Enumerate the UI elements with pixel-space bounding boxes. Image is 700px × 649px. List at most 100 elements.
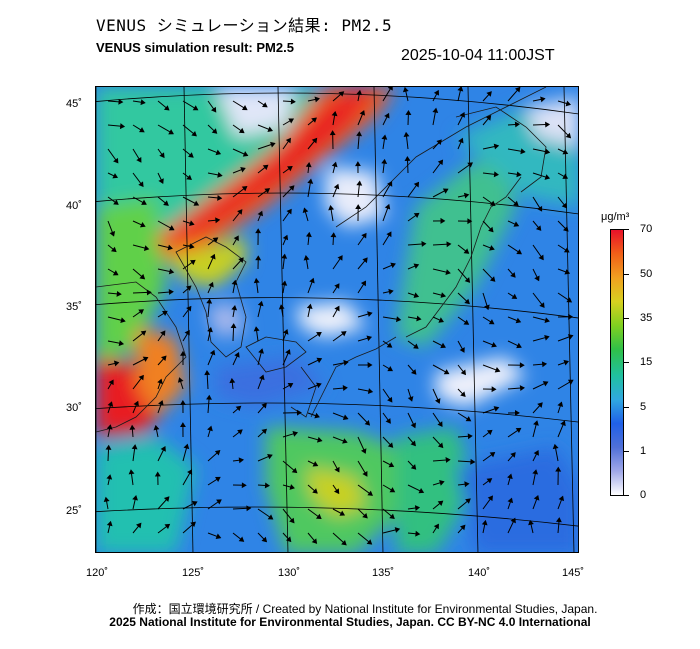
wind-arrowhead — [334, 305, 340, 312]
pm25-map — [95, 86, 579, 553]
wind-arrowhead — [489, 245, 495, 251]
wind-arrowhead — [105, 444, 112, 450]
wind-arrowhead — [416, 315, 422, 322]
wind-arrowhead — [539, 302, 545, 308]
wind-arrowhead — [289, 484, 295, 490]
wind-arrowhead — [316, 382, 322, 389]
wind-arrowhead — [402, 87, 409, 93]
colorbar-tick-0: 0 — [640, 489, 647, 501]
wind-arrowhead — [287, 382, 294, 389]
wind-arrowhead — [246, 505, 252, 512]
wind-arrowhead — [288, 185, 295, 191]
wind-arrowhead — [515, 427, 522, 434]
wind-arrowhead — [339, 510, 346, 516]
wind-arrowhead — [394, 527, 401, 533]
wind-arrowhead — [489, 200, 496, 206]
wind-arrowhead — [278, 304, 285, 310]
wind-arrowhead — [160, 355, 167, 362]
wind-arrowhead — [158, 400, 164, 406]
wind-arrowhead — [162, 310, 168, 317]
wind-arrowhead — [328, 205, 335, 211]
wind-arrowhead — [433, 89, 440, 96]
wind-arrowhead — [333, 488, 340, 495]
wind-arrowhead — [106, 424, 113, 430]
pm25-map-canvas — [96, 87, 578, 552]
wind-arrowhead — [210, 106, 217, 113]
colorbar-tick-70: 70 — [640, 223, 653, 235]
wind-arrowhead — [215, 149, 222, 156]
wind-arrowhead — [343, 359, 349, 366]
wind-arrowhead — [418, 487, 425, 494]
wind-arrowhead — [387, 87, 393, 91]
wind-arrowhead — [187, 469, 193, 475]
wind-arrowhead — [103, 496, 110, 503]
wind-arrowhead — [493, 406, 500, 412]
wind-arrowhead — [555, 517, 562, 523]
wind-arrowhead — [562, 149, 569, 155]
wind-arrowhead — [231, 305, 238, 311]
wind-arrowhead — [189, 243, 195, 250]
wind-arrowhead — [387, 396, 393, 403]
lon-label-145: 145˚ — [562, 567, 585, 579]
wind-arrowhead — [565, 132, 572, 139]
wind-arrowhead — [510, 452, 516, 458]
wind-arrowhead — [190, 521, 196, 528]
colorbar-tickmark-5 — [624, 407, 629, 408]
wind-arrowhead — [413, 181, 420, 188]
wind-arrowhead — [264, 188, 271, 194]
wind-arrowhead — [255, 255, 262, 261]
wind-arrowhead — [157, 378, 163, 385]
wind-arrowhead — [257, 210, 264, 217]
wind-arrowhead — [385, 418, 391, 424]
wind-arrowhead — [314, 96, 320, 103]
wind-arrowhead — [460, 524, 466, 531]
wind-arrowhead — [362, 471, 368, 477]
wind-arrowhead — [560, 420, 566, 427]
wind-arrowhead — [270, 141, 276, 148]
wind-arrowhead — [485, 115, 492, 121]
colorbar-tick-15: 15 — [640, 356, 653, 368]
wind-arrowhead — [421, 241, 427, 247]
wind-arrowhead — [467, 433, 473, 440]
wind-arrowhead — [184, 329, 190, 336]
wind-arrowhead — [494, 366, 501, 373]
wind-arrowhead — [241, 186, 248, 192]
wind-arrowhead — [389, 513, 395, 520]
colorbar-tickmark-70 — [624, 229, 629, 230]
wind-arrowhead — [180, 400, 186, 405]
wind-arrowhead — [513, 221, 520, 227]
wind-arrowhead — [210, 253, 216, 260]
wind-arrowhead — [133, 400, 139, 407]
wind-arrowhead — [163, 496, 170, 502]
wind-arrowhead — [533, 495, 540, 501]
wind-arrowhead — [241, 482, 247, 489]
wind-arrowhead — [467, 162, 473, 168]
wind-arrowhead — [334, 466, 340, 473]
wind-arrowhead — [206, 298, 213, 304]
map-title-jp: VENUS シミュレーション結果: PM2.5 — [96, 16, 393, 35]
wind-arrowhead — [333, 183, 340, 190]
lat-label-35: 35˚ — [66, 301, 82, 313]
wind-arrowhead — [533, 450, 539, 456]
wind-arrowhead — [338, 91, 345, 97]
map-title-en: VENUS simulation result: PM2.5 — [96, 40, 294, 55]
wind-arrowhead — [366, 539, 373, 545]
wind-arrowhead — [415, 530, 421, 537]
wind-arrowhead — [541, 361, 548, 368]
wind-arrowhead — [106, 474, 113, 480]
wind-arrowhead — [233, 235, 239, 242]
wind-arrowhead — [538, 254, 544, 261]
wind-arrowhead — [312, 461, 319, 467]
wind-arrowhead — [386, 231, 392, 238]
wind-arrowhead — [120, 317, 126, 324]
wind-arrowhead — [537, 402, 543, 408]
wind-arrowhead — [138, 309, 144, 315]
wind-arrowhead — [305, 231, 312, 238]
wind-arrowhead — [108, 379, 114, 386]
wind-arrowhead — [136, 522, 142, 529]
wind-arrowhead — [131, 444, 138, 450]
wind-arrowhead — [356, 89, 363, 96]
wind-arrowhead — [164, 523, 171, 530]
wind-arrowhead — [387, 181, 393, 187]
wind-arrowhead — [331, 110, 338, 117]
